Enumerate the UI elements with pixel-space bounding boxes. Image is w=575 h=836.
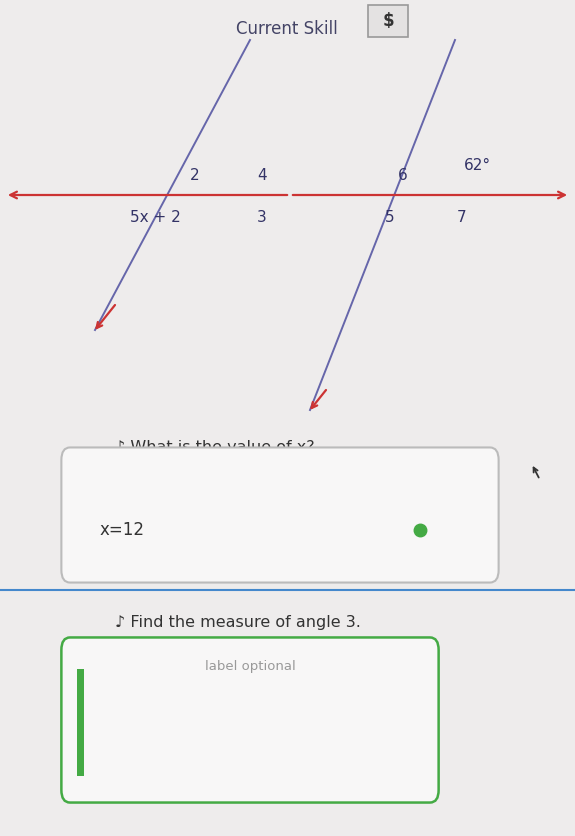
- FancyBboxPatch shape: [62, 447, 499, 583]
- Text: 3: 3: [257, 211, 267, 226]
- Text: Current Skill: Current Skill: [236, 20, 338, 38]
- Text: 7: 7: [457, 211, 467, 226]
- Text: 4: 4: [257, 167, 267, 182]
- FancyBboxPatch shape: [62, 638, 439, 803]
- Text: 5: 5: [385, 211, 395, 226]
- Text: 5x + 2: 5x + 2: [129, 211, 181, 226]
- FancyBboxPatch shape: [78, 669, 83, 776]
- Text: x=12: x=12: [100, 521, 145, 539]
- Text: ♪ What is the value of x?: ♪ What is the value of x?: [115, 440, 315, 455]
- Text: 62°: 62°: [463, 157, 490, 172]
- FancyBboxPatch shape: [368, 6, 408, 37]
- Text: 6: 6: [398, 167, 408, 182]
- Text: 2: 2: [190, 167, 200, 182]
- Text: $: $: [382, 12, 394, 30]
- Text: label optional: label optional: [205, 660, 296, 673]
- Text: ♪ Find the measure of angle 3.: ♪ Find the measure of angle 3.: [115, 615, 361, 630]
